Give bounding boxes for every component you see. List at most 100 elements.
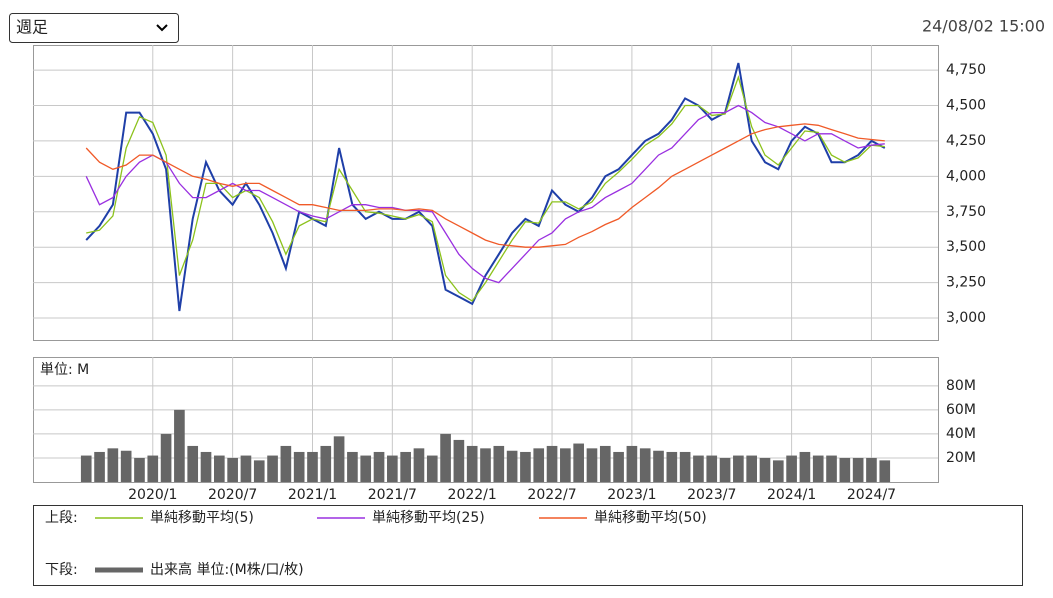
- ma-line: [86, 75, 885, 302]
- volume-bar: [772, 460, 784, 482]
- y-tick-label: 4,500: [946, 98, 986, 114]
- volume-bar: [360, 455, 372, 482]
- legend-label: 単純移動平均(50): [594, 510, 707, 526]
- legend-box: [33, 505, 1023, 586]
- x-tick-label: 2023/7: [687, 487, 736, 503]
- volume-bar: [440, 433, 451, 482]
- x-tick-label: 2023/1: [607, 487, 656, 503]
- volume-panel: [33, 357, 939, 483]
- volume-bar: [400, 451, 411, 482]
- legend-upper: 上段:: [45, 510, 78, 526]
- volume-bar: [80, 455, 92, 482]
- volume-bar: [746, 455, 757, 482]
- volume-bar: [253, 460, 265, 482]
- volume-bar: [453, 439, 465, 482]
- volume-bar: [852, 457, 864, 482]
- volume-bar: [733, 455, 744, 482]
- volume-bar: [94, 451, 105, 482]
- volume-bar: [786, 455, 797, 482]
- volume-bar: [759, 457, 771, 482]
- y-tick-label: 20M: [946, 450, 976, 466]
- legend-label: 単純移動平均(5): [150, 510, 254, 526]
- y-tick-label: 4,000: [946, 168, 986, 184]
- y-tick-label: 4,750: [946, 62, 986, 78]
- volume-bar: [280, 445, 292, 482]
- volume-bar: [187, 445, 199, 482]
- y-tick-label: 3,750: [946, 204, 986, 220]
- volume-bar: [879, 460, 891, 482]
- ma-line: [85, 104, 885, 284]
- volume-bar: [533, 448, 545, 482]
- legend: 単純移動平均(5) 単純移動平均(25) 単純移動平均(50) 出来高 単位:(M株/…: [95, 510, 707, 578]
- price-panel: [33, 45, 939, 341]
- period-select[interactable]: [9, 13, 179, 43]
- volume-bar: [573, 443, 584, 482]
- y-tick-label: 3,500: [946, 239, 986, 255]
- y-tick-label: 4,250: [946, 133, 986, 149]
- volume-bar: [267, 455, 278, 482]
- volume-bar: [307, 451, 318, 482]
- volume-bar: [679, 451, 691, 482]
- volume-bar: [200, 451, 212, 482]
- volume-bar: [227, 457, 238, 482]
- volume-bar: [520, 451, 531, 482]
- volume-bar: [413, 448, 425, 482]
- volume-bar: [586, 448, 598, 482]
- volume-bar: [480, 448, 491, 482]
- volume-bar: [387, 455, 398, 482]
- volume-bar: [493, 445, 505, 482]
- ma-line: [85, 123, 885, 248]
- volume-bar: [826, 455, 837, 482]
- volume-bar: [373, 451, 385, 482]
- x-tick-label: 2020/7: [208, 487, 257, 503]
- dropdown-arrow[interactable]: [156, 24, 168, 32]
- volume-bar: [812, 455, 824, 482]
- x-tick-label: 2022/1: [448, 487, 497, 503]
- volume-bar: [839, 457, 851, 482]
- volume-bar: [120, 450, 132, 482]
- volume-bar: [466, 445, 478, 482]
- x-tick-label: 2021/1: [288, 487, 337, 503]
- volume-bar: [719, 457, 731, 482]
- volume-bar: [546, 445, 558, 482]
- volume-bar: [506, 450, 518, 482]
- volume-bar: [160, 433, 172, 482]
- volume-bar: [613, 451, 624, 482]
- volume-bar: [639, 448, 651, 482]
- timestamp: 24/08/02 15:00: [922, 17, 1045, 36]
- x-tick-label: 2021/7: [368, 487, 417, 503]
- volume-bar: [599, 445, 611, 482]
- period-label[interactable]: 週足: [16, 18, 48, 37]
- volume-bar: [866, 457, 877, 482]
- volume-bar: [426, 455, 438, 482]
- volume-bar: [799, 451, 811, 482]
- volume-bar: [147, 455, 159, 482]
- volume-bar: [214, 455, 225, 482]
- volume-bar: [293, 451, 305, 482]
- volume-bar: [706, 455, 718, 482]
- volume-bar: [107, 448, 119, 482]
- price-line: [85, 62, 886, 312]
- x-tick-label: 2022/7: [527, 487, 576, 503]
- y-tick-label: 3,250: [946, 275, 986, 291]
- volume-bar: [174, 409, 185, 482]
- volume-bar: [320, 445, 332, 482]
- x-tick-label: 2024/1: [767, 487, 816, 503]
- volume-bar: [626, 445, 638, 482]
- volume-bar: [666, 451, 678, 482]
- y-tick-label: 3,000: [946, 310, 986, 326]
- y-tick-label: 40M: [946, 426, 976, 442]
- volume-bar: [693, 455, 704, 482]
- volume-bar: [560, 448, 571, 482]
- x-tick-label: 2020/1: [128, 487, 177, 503]
- unit-label: 単位: M: [40, 362, 89, 378]
- volume-bar: [653, 450, 664, 482]
- volume-bar: [134, 457, 145, 482]
- legend-label: 出来高 単位:(M株/口/枚): [150, 561, 304, 578]
- volume-bar: [240, 455, 252, 482]
- y-tick-label: 60M: [946, 402, 976, 418]
- x-tick-label: 2024/7: [847, 487, 896, 503]
- volume-bar: [347, 451, 358, 482]
